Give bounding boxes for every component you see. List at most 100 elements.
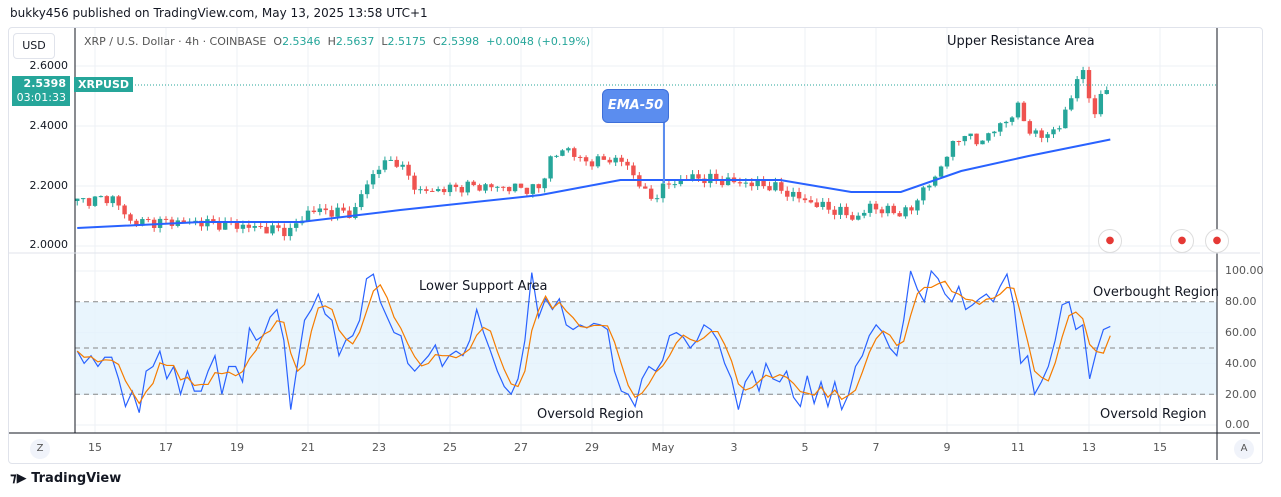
price-tick: 2.0000 xyxy=(29,238,69,251)
candle-body xyxy=(891,205,896,214)
us-flag-event-icon[interactable]: ● xyxy=(1098,229,1122,253)
candle-body xyxy=(885,205,891,214)
candle-body xyxy=(921,187,926,201)
candle-body xyxy=(1098,93,1104,115)
candle-body xyxy=(116,196,121,206)
candle-body xyxy=(660,183,666,199)
candle-body xyxy=(1045,134,1050,138)
time-tick: 25 xyxy=(443,441,457,454)
candle-body xyxy=(1051,129,1056,135)
rsi-tick: 100.00 xyxy=(1225,264,1264,277)
tradingview-logo[interactable]: ⁊▶ TradingView xyxy=(10,471,121,486)
candle-body xyxy=(234,223,240,229)
time-tick: 13 xyxy=(1082,441,1096,454)
price-tick: 2.6000 xyxy=(29,59,69,72)
candle-body xyxy=(140,219,145,226)
candle-body xyxy=(1069,98,1074,110)
candle-body xyxy=(424,189,429,191)
currency-button[interactable]: USD xyxy=(13,33,55,59)
candle-body xyxy=(755,180,760,187)
candle-body xyxy=(1027,121,1033,134)
candle-body xyxy=(217,221,222,230)
candle-body xyxy=(400,164,405,167)
low-value: 2.5175 xyxy=(387,35,426,48)
candle-body xyxy=(276,225,281,228)
candle-body xyxy=(861,212,867,216)
candle-body xyxy=(501,186,506,188)
open-label: O xyxy=(273,35,283,48)
candle-body xyxy=(986,133,991,141)
time-tick: 21 xyxy=(301,441,315,454)
time-tick: 27 xyxy=(514,441,528,454)
candle-body xyxy=(802,198,808,201)
time-tick: May xyxy=(651,441,675,454)
candle-body xyxy=(838,206,843,215)
candle-body xyxy=(323,208,328,211)
candle-body xyxy=(613,157,618,163)
candle-body xyxy=(370,174,376,185)
candle-body xyxy=(418,189,423,191)
time-tick: 19 xyxy=(230,441,244,454)
candle-body xyxy=(353,207,358,218)
candle-body xyxy=(856,215,861,220)
last-price-value: 2.5398 xyxy=(23,77,66,90)
candle-body xyxy=(134,220,139,226)
candle-body xyxy=(530,184,536,194)
candle-body xyxy=(992,131,997,134)
candle-body xyxy=(471,181,476,186)
candle-body xyxy=(329,210,334,217)
candle-body xyxy=(903,207,908,217)
candle-body xyxy=(950,141,956,157)
candle-body xyxy=(430,190,435,192)
us-flag-event-icon[interactable]: ● xyxy=(1170,229,1194,253)
us-flag-event-icon[interactable]: ● xyxy=(1205,229,1229,253)
candle-body xyxy=(406,164,411,176)
candle-body xyxy=(1033,130,1038,134)
candle-body xyxy=(566,148,571,151)
candle-body xyxy=(654,198,660,200)
upper-resistance-annotation: Upper Resistance Area xyxy=(947,34,1095,49)
candle-body xyxy=(1074,79,1080,99)
tv-logo-icon: ⁊▶ xyxy=(10,471,27,486)
candle-body xyxy=(506,186,512,192)
candle-body xyxy=(495,186,500,188)
candle-body xyxy=(725,177,731,186)
candle-body xyxy=(672,184,678,186)
candle-body xyxy=(80,198,86,200)
candle-body xyxy=(394,159,399,167)
candle-body xyxy=(86,198,92,206)
ema50-path xyxy=(77,138,1111,229)
candle-body xyxy=(518,183,524,188)
zoom-button[interactable]: Z xyxy=(30,439,50,459)
candle-body xyxy=(867,203,873,213)
rsi-tick: 40.00 xyxy=(1225,357,1257,370)
candle-body xyxy=(826,201,831,210)
candle-body xyxy=(678,179,683,185)
candle-body xyxy=(1009,117,1015,122)
candle-body xyxy=(690,174,695,180)
rsi-tick: 60.00 xyxy=(1225,326,1257,339)
candle-body xyxy=(625,161,630,166)
candle-body xyxy=(347,210,352,218)
candle-body xyxy=(364,184,370,195)
candle-body xyxy=(915,200,920,211)
candle-body xyxy=(92,196,98,206)
candle-body xyxy=(773,182,778,191)
candle-body xyxy=(850,215,855,220)
candle-body xyxy=(820,201,825,207)
price-tick: 2.4000 xyxy=(29,119,69,132)
last-price-label: 2.5398 03:01:33 xyxy=(12,76,70,106)
time-tick: 11 xyxy=(1011,441,1025,454)
candle-body xyxy=(761,180,766,187)
bar-countdown: 03:01:33 xyxy=(16,91,66,104)
candle-body xyxy=(980,140,985,145)
candle-body xyxy=(1021,102,1027,122)
time-tick: 15 xyxy=(1153,441,1167,454)
candle-body xyxy=(311,210,317,213)
auto-scale-button[interactable]: A xyxy=(1234,439,1254,459)
rsi-tick: 80.00 xyxy=(1225,295,1257,308)
candle-body xyxy=(376,169,382,175)
candle-body xyxy=(554,155,559,157)
candle-body xyxy=(737,182,743,184)
